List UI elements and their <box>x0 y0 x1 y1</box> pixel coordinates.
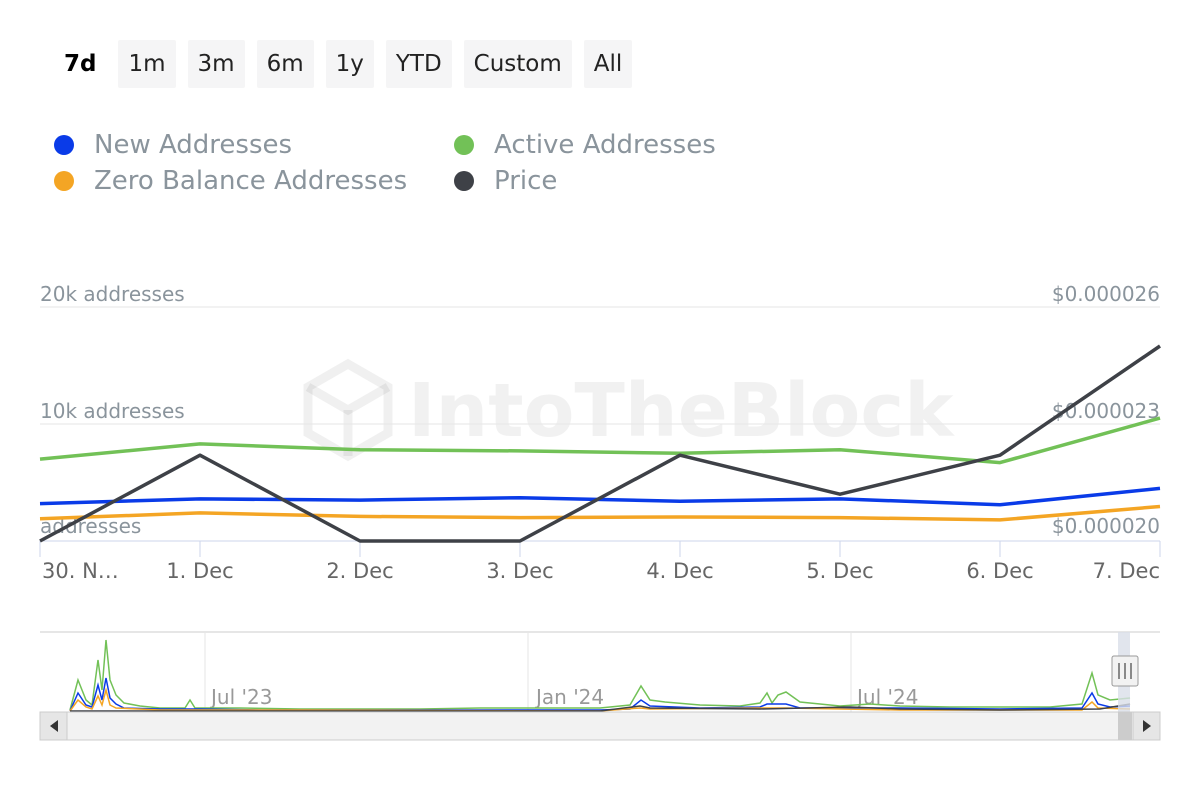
x-tick-label-0: 30. N… <box>42 559 119 583</box>
x-tick-label-7: 7. Dec <box>1093 559 1160 583</box>
legend-item-active-addresses[interactable]: Active Addresses <box>454 130 774 160</box>
range-6m-button[interactable]: 6m <box>256 40 314 88</box>
x-tick-label-1: 1. Dec <box>166 559 233 583</box>
triangle-left-icon <box>50 720 58 732</box>
series-line-price[interactable] <box>39 344 1161 543</box>
y-right-tick-2: $0.000020 <box>1052 514 1160 538</box>
legend-item-zero-balance-addresses[interactable]: Zero Balance Addresses <box>54 166 454 196</box>
range-custom-button[interactable]: Custom <box>463 40 572 88</box>
navigator-label-jul23: Jul '23 <box>209 685 272 709</box>
x-tick-label-6: 6. Dec <box>966 559 1033 583</box>
x-tick-label-2: 2. Dec <box>326 559 393 583</box>
x-tick-label-3: 3. Dec <box>486 559 553 583</box>
chart-legend: New Addresses Active Addresses Zero Bala… <box>54 130 774 196</box>
navigator-active-line <box>69 639 1131 711</box>
navigator-scrollbar-track[interactable] <box>39 711 1161 741</box>
range-3m-button[interactable]: 3m <box>187 40 245 88</box>
y-left-tick-1: 10k addresses <box>40 399 185 423</box>
x-tick-label-5: 5. Dec <box>806 559 873 583</box>
y-right-tick-1: $0.000023 <box>1052 399 1160 423</box>
range-selector: 7d 1m 3m 6m 1y YTD Custom All <box>54 40 633 88</box>
legend-item-price[interactable]: Price <box>454 166 774 196</box>
navigator: Jul '23 Jan '24 Jul '24 <box>39 631 1161 741</box>
range-1y-button[interactable]: 1y <box>325 40 374 88</box>
range-ytd-button[interactable]: YTD <box>385 40 452 88</box>
legend-marker-price <box>454 171 474 191</box>
legend-marker-zero-balance-addresses <box>54 171 74 191</box>
triangle-right-icon <box>1143 720 1151 732</box>
legend-label-new-addresses: New Addresses <box>94 130 293 160</box>
series-layer <box>39 344 1161 543</box>
legend-label-price: Price <box>494 166 558 196</box>
y-left-tick-0: 20k addresses <box>40 282 185 306</box>
range-7d-button[interactable]: 7d <box>64 51 97 77</box>
x-axis-ticks: 30. N… 1. Dec 2. Dec 3. Dec 4. Dec 5. Dec 6. D… <box>39 541 1161 583</box>
range-1m-button[interactable]: 1m <box>118 40 176 88</box>
navigator-price-line <box>70 703 1131 712</box>
series-line-zero-balance-addresses[interactable] <box>39 504 1161 522</box>
navigator-scrollbar-thumb[interactable] <box>1118 712 1132 740</box>
legend-label-active-addresses: Active Addresses <box>494 130 716 160</box>
watermark-text: IntoTheBlock <box>408 368 955 454</box>
x-tick-label-4: 4. Dec <box>646 559 713 583</box>
legend-marker-active-addresses <box>454 135 474 155</box>
watermark: IntoTheBlock <box>303 358 955 462</box>
navigator-label-jan24: Jan '24 <box>534 685 604 709</box>
legend-label-zero-balance-addresses: Zero Balance Addresses <box>94 166 408 196</box>
y-right-tick-0: $0.000026 <box>1052 282 1160 306</box>
legend-item-new-addresses[interactable]: New Addresses <box>54 130 454 160</box>
legend-marker-new-addresses <box>54 135 74 155</box>
range-all-button[interactable]: All <box>583 40 633 88</box>
